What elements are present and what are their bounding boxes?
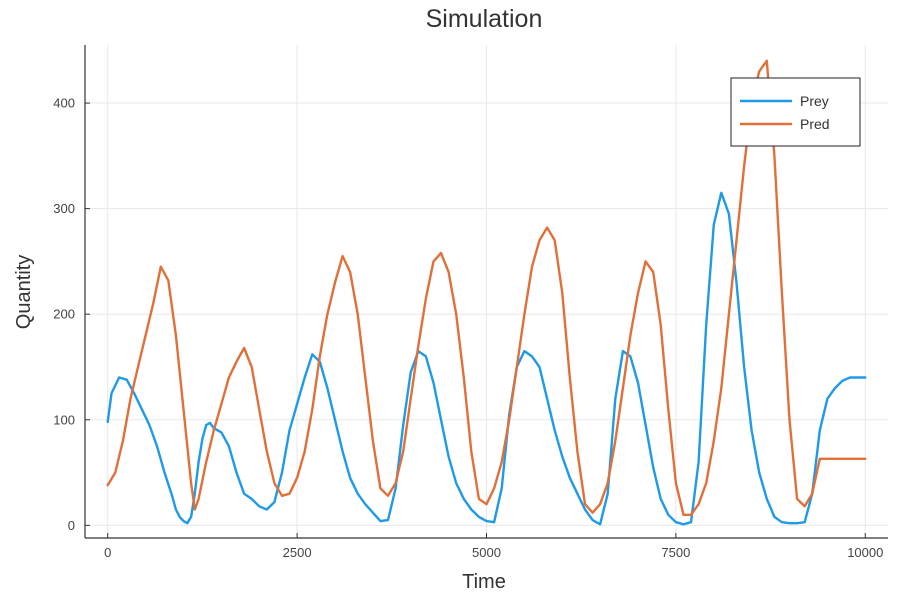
legend-label-pred: Pred [800, 116, 830, 132]
legend-label-prey: Prey [800, 93, 829, 109]
series-line-prey [106, 191, 867, 526]
ticks: 0 2500 5000 7500 10000 0 100 200 300 400 [53, 96, 883, 560]
x-axis-title: Time [462, 571, 506, 593]
legend-box [730, 77, 861, 147]
x-tick-label: 10000 [847, 545, 883, 560]
x-tick-label: 2500 [283, 545, 312, 560]
x-tick-label: 7500 [661, 545, 690, 560]
y-axis-title: Quantity [13, 255, 35, 329]
series-line-pred [106, 59, 867, 516]
y-tick-label: 400 [53, 96, 75, 111]
legend: Prey Pred [730, 77, 861, 147]
chart-title: Simulation [426, 5, 543, 33]
y-tick-label: 200 [53, 307, 75, 322]
x-tick-label: 0 [104, 545, 111, 560]
y-tick-label: 100 [53, 412, 75, 427]
y-tick-label: 300 [53, 201, 75, 216]
y-tick-label: 0 [68, 518, 75, 533]
x-tick-label: 5000 [472, 545, 501, 560]
series-lines [106, 59, 867, 526]
